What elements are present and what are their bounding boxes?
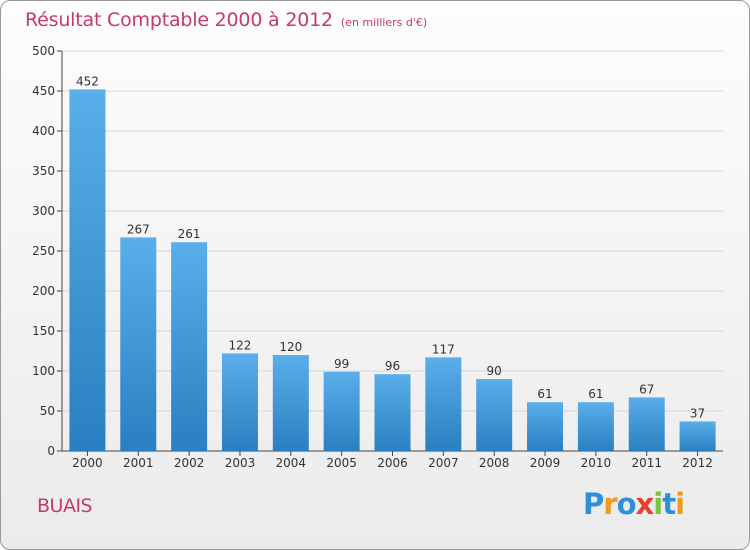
data-label: 96: [385, 359, 400, 373]
proxiti-logo: Proxiti: [583, 487, 685, 521]
x-tick-label: 2004: [276, 456, 307, 470]
chart-title-block: Résultat Comptable 2000 à 2012 (en millie…: [25, 9, 427, 31]
data-label: 67: [639, 382, 654, 396]
data-label: 61: [588, 387, 603, 401]
bar: [476, 379, 513, 451]
bar: [527, 402, 564, 451]
logo-letter: o: [616, 487, 637, 521]
y-tick-label: 200: [32, 284, 55, 298]
data-label: 120: [279, 340, 302, 354]
x-tick-label: 2006: [377, 456, 408, 470]
x-tick-label: 2012: [682, 456, 713, 470]
chart-subtitle: (en milliers d'€): [340, 16, 428, 29]
y-tick-label: 450: [32, 84, 55, 98]
y-tick-label: 250: [32, 244, 55, 258]
data-label: 261: [178, 227, 201, 241]
y-tick-label: 350: [32, 164, 55, 178]
x-tick-label: 2002: [174, 456, 205, 470]
logo-letter: t: [662, 487, 676, 521]
logo-letter: P: [583, 487, 604, 521]
y-tick-label: 300: [32, 204, 55, 218]
y-tick-label: 500: [32, 44, 55, 58]
x-tick-label: 2010: [581, 456, 612, 470]
y-tick-label: 0: [47, 444, 55, 458]
x-tick-label: 2008: [479, 456, 510, 470]
x-tick-label: 2005: [326, 456, 357, 470]
y-tick-label: 150: [32, 324, 55, 338]
bar: [577, 402, 614, 451]
bar: [221, 353, 258, 451]
data-label: 117: [432, 342, 455, 356]
chart-title: Résultat Comptable 2000 à 2012: [25, 9, 333, 31]
bar: [679, 421, 716, 451]
bar: [69, 89, 106, 452]
data-label: 37: [690, 406, 705, 420]
data-label: 61: [537, 387, 552, 401]
bar: [120, 237, 157, 451]
bar: [272, 355, 309, 451]
x-tick-label: 2000: [72, 456, 103, 470]
data-label: 90: [487, 364, 502, 378]
y-tick-label: 50: [40, 404, 55, 418]
data-label: 267: [127, 222, 150, 236]
data-label: 452: [76, 74, 99, 88]
logo-letter: i: [675, 487, 685, 521]
x-tick-label: 2009: [530, 456, 561, 470]
x-tick-label: 2011: [631, 456, 662, 470]
data-label: 99: [334, 357, 349, 371]
bar: [628, 397, 665, 451]
bar: [171, 242, 208, 451]
x-tick-label: 2001: [123, 456, 154, 470]
bar: [323, 371, 360, 451]
logo-letter: r: [603, 487, 617, 521]
commune-name: BUAIS: [37, 495, 93, 517]
bar: [374, 374, 411, 451]
data-label: 122: [229, 338, 252, 352]
bar: [425, 357, 462, 451]
logo-letter: i: [653, 487, 663, 521]
y-tick-label: 400: [32, 124, 55, 138]
y-tick-label: 100: [32, 364, 55, 378]
x-tick-label: 2003: [225, 456, 256, 470]
x-tick-label: 2007: [428, 456, 459, 470]
logo-letter: x: [635, 487, 655, 521]
